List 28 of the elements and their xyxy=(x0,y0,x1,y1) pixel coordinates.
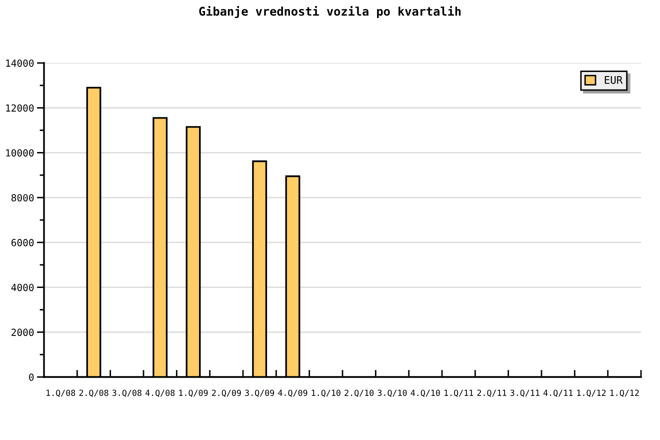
x-tick-label: 4.Q/11 xyxy=(543,390,573,397)
y-tick-label: 6000 xyxy=(11,238,34,246)
y-tick-label: 2000 xyxy=(12,328,34,336)
y-tick-label: 0 xyxy=(29,374,34,381)
y-tick-label: 10000 xyxy=(6,149,34,157)
x-tick-label: 2.Q/09 xyxy=(212,390,241,397)
x-tick-label: 3.Q/09 xyxy=(245,390,274,397)
x-tick-label: 2.Q/11 xyxy=(477,390,506,397)
x-tick-label: 1.Q/11 xyxy=(444,390,474,397)
y-tick-label: 8000 xyxy=(11,194,34,202)
x-tick-label: 1.Q/09 xyxy=(179,390,208,397)
x-tick-label: 3.Q/10 xyxy=(378,390,407,397)
x-tick-label: 3.Q/08 xyxy=(112,390,142,397)
chart-title: Gibanje vrednosti vozila po kvartalih xyxy=(199,6,461,18)
x-tick-label: 4.Q/09 xyxy=(278,390,308,397)
legend-label: EUR xyxy=(604,76,623,84)
y-tick-label: 4000 xyxy=(11,284,34,292)
y-tick-label: 12000 xyxy=(6,104,34,112)
x-tick-label: 2.Q/10 xyxy=(344,390,374,397)
x-tick-label: 4.Q/08 xyxy=(145,390,175,397)
x-tick-label: 2.Q/08 xyxy=(79,390,108,397)
x-tick-label: 1.Q/12 xyxy=(577,390,606,397)
x-tick-label: 1.Q/10 xyxy=(312,390,340,397)
x-tick-label: 1.Q/08 xyxy=(46,390,76,397)
x-tick-label: 1.Q/12 xyxy=(610,390,639,397)
y-tick-label: 14000 xyxy=(6,60,34,67)
x-tick-label: 4.Q/10 xyxy=(410,390,440,397)
x-tick-label: 3.Q/11 xyxy=(510,390,540,397)
